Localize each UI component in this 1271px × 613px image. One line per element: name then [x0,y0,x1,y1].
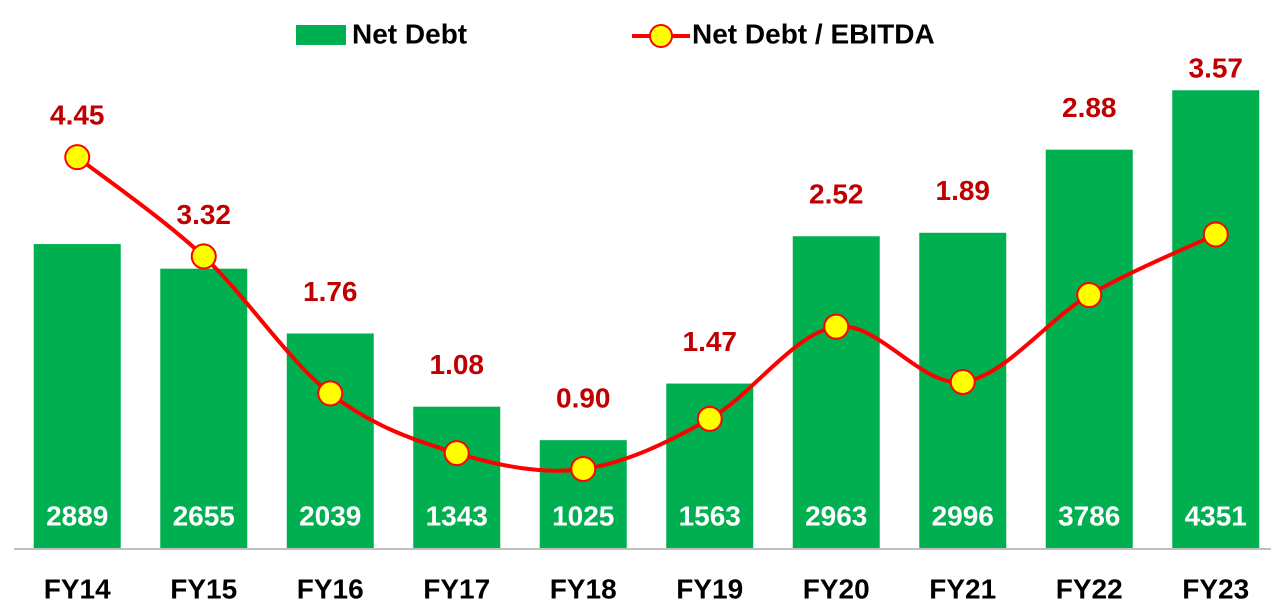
line-marker [696,405,723,432]
legend-marker [649,24,673,48]
line-value-label: 2.52 [809,179,864,210]
line-value-label: 0.90 [556,383,611,414]
line-marker [823,313,850,340]
line-marker [317,380,344,407]
bar-value-label: 2996 [932,500,994,531]
x-tick-label: FY19 [676,573,743,604]
bar-value-label: 1025 [552,500,614,531]
bar-value-label: 2889 [46,500,108,531]
bar-value-label: 4351 [1185,500,1247,531]
line-marker [64,144,91,171]
line-marker [1202,221,1229,248]
bar [792,236,880,549]
line [76,155,1217,473]
x-tick-label: FY18 [550,573,617,604]
line-value-label: 3.32 [177,199,232,230]
line-value-label: 2.88 [1062,92,1117,123]
bar-value-label: 3786 [1058,500,1120,531]
x-tick-label: FY16 [297,573,364,604]
legend-label: Net Debt [352,18,467,49]
x-tick-label: FY23 [1182,573,1249,604]
bar-value-label: 2655 [173,500,235,531]
line-marker [190,243,217,270]
bar [413,406,501,548]
bar [1045,149,1133,548]
x-tick-label: FY15 [170,573,237,604]
bar-value-label: 1563 [679,500,741,531]
line-marker [570,455,597,482]
line-marker [443,440,470,467]
line-marker [949,369,976,396]
line-value-label: 1.76 [303,276,358,307]
x-tick-label: FY14 [44,573,111,604]
bar-value-label: 1343 [426,500,488,531]
line-value-label: 1.47 [683,326,738,357]
line-marker [1076,282,1103,309]
bar [33,244,121,548]
line-value-label: 1.08 [430,349,485,380]
bar [160,268,248,548]
legend-swatch-bar [296,25,346,45]
line-value-label: 4.45 [50,100,105,131]
line-value-label: 1.89 [936,175,991,206]
bar-value-label: 2039 [299,500,361,531]
bar [1172,90,1260,549]
legend-label: Net Debt / EBITDA [692,18,935,49]
x-tick-label: FY21 [929,573,996,604]
line-value-label: 3.57 [1189,52,1244,83]
x-tick-label: FY17 [423,573,490,604]
x-tick-label: FY20 [803,573,870,604]
bar-value-label: 2963 [805,500,867,531]
x-tick-label: FY22 [1056,573,1123,604]
